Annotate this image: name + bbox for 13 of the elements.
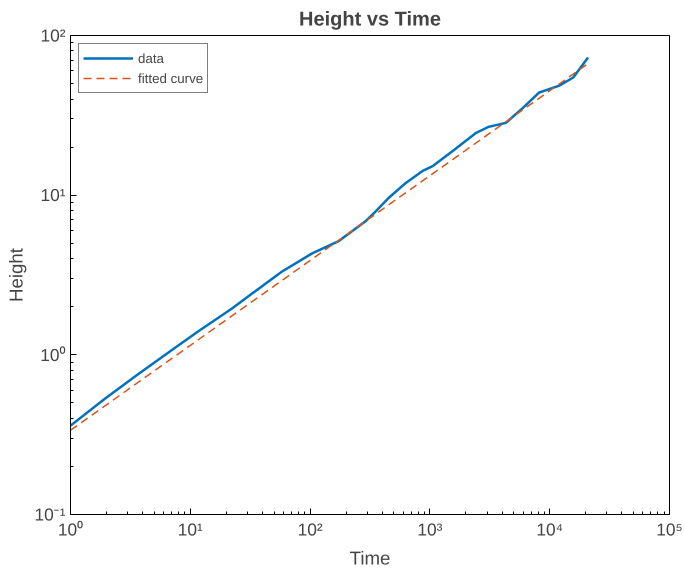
x-tick-label: 10²	[298, 520, 323, 540]
y-axis-title: Height	[5, 247, 26, 302]
x-tick-label: 10⁵	[656, 520, 683, 540]
x-tick-label: 10⁴	[536, 520, 564, 540]
y-tick-label: 10⁰	[40, 344, 66, 365]
x-axis-title: Time	[350, 548, 390, 568]
y-tick-label: 10²	[40, 26, 66, 46]
x-tick-label: 10¹	[178, 520, 204, 540]
chart-title: Height vs Time	[299, 8, 441, 30]
legend-label: fitted curve	[138, 70, 204, 86]
legend-label: data	[138, 50, 164, 66]
y-tick-label: 10¹	[40, 185, 66, 206]
x-tick-label: 10³	[417, 520, 443, 540]
